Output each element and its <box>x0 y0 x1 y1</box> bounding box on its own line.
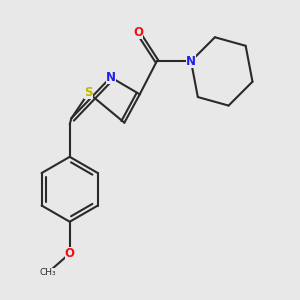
Text: S: S <box>84 86 93 99</box>
Text: O: O <box>133 26 143 39</box>
Text: N: N <box>106 71 116 84</box>
Text: O: O <box>65 247 75 260</box>
Text: CH₃: CH₃ <box>39 268 56 278</box>
Text: methoxy: methoxy <box>42 272 49 273</box>
Text: N: N <box>186 55 196 68</box>
